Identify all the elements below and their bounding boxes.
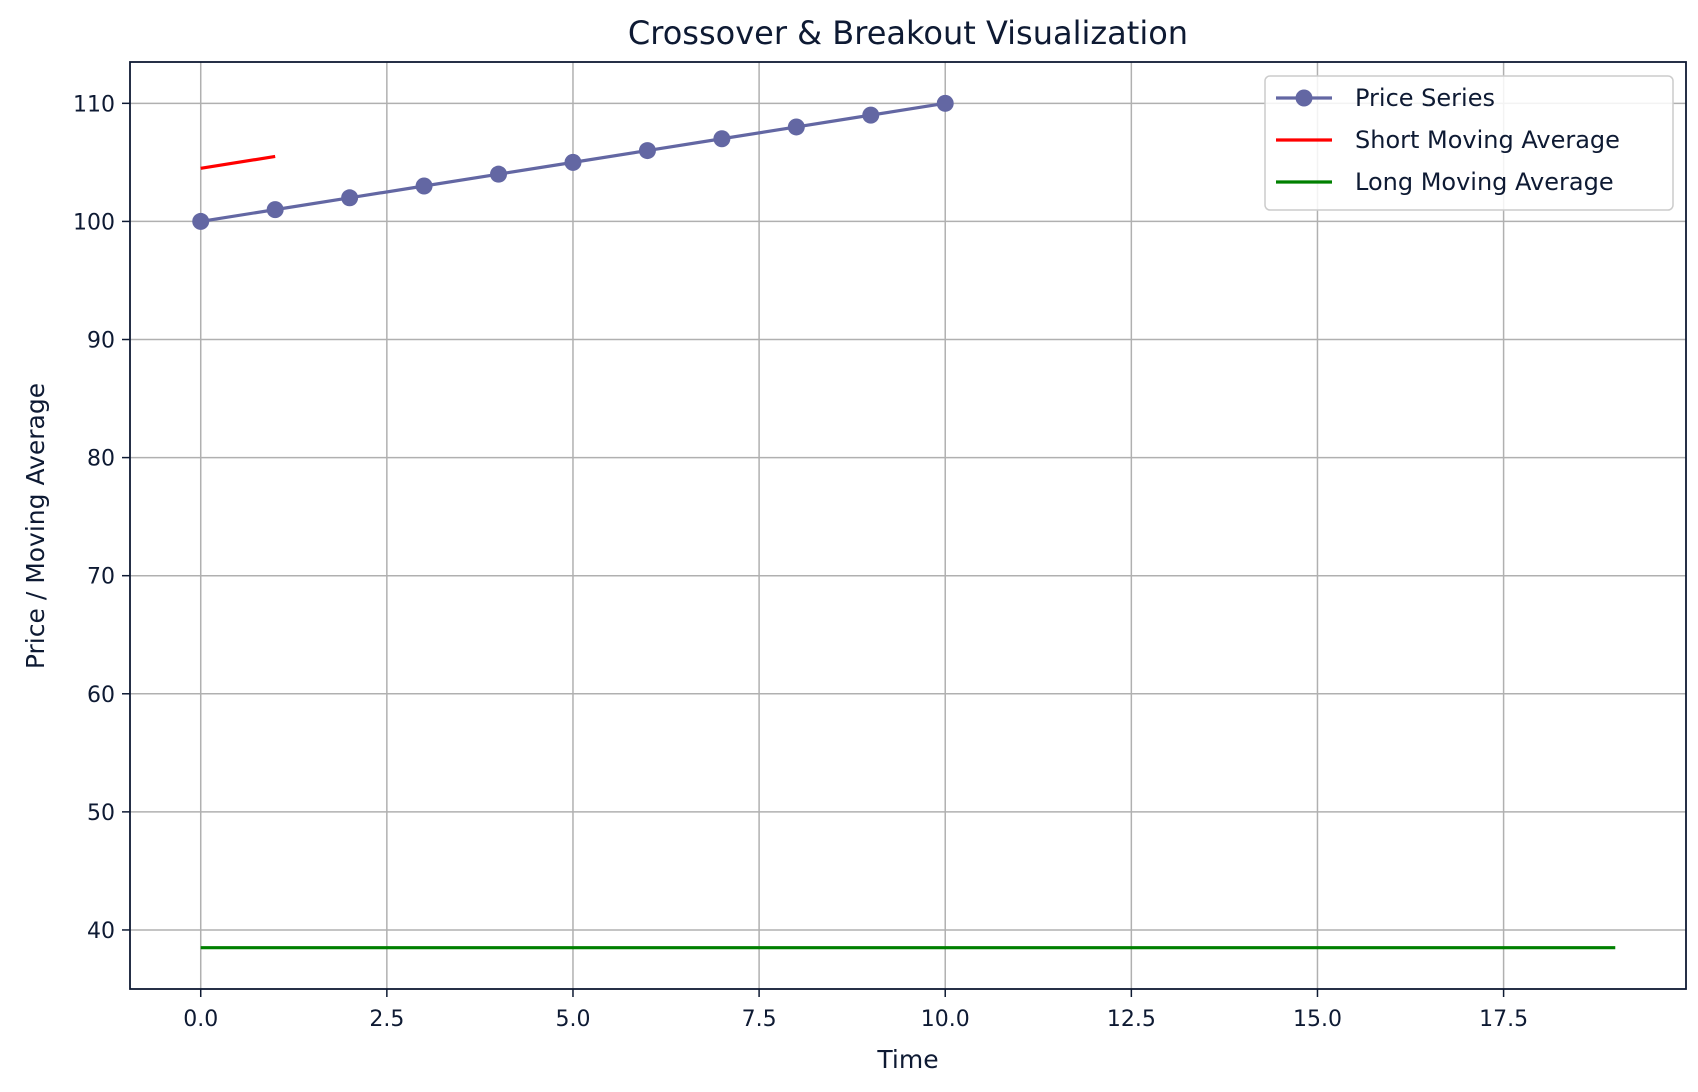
legend-label-price-series: Price Series: [1355, 84, 1495, 112]
legend-entry-price-series: Price Series: [1276, 84, 1495, 112]
legend-box: [1264, 75, 1674, 211]
price-series-point: [341, 189, 359, 207]
price-series-point: [638, 142, 656, 160]
price-series-point: [490, 165, 508, 183]
y-tick-label: 50: [87, 801, 115, 826]
price-series-point: [192, 212, 210, 230]
x-tick-label: 17.5: [1479, 1007, 1528, 1032]
price-series-point: [862, 106, 880, 124]
y-tick-label: 100: [73, 210, 115, 235]
x-tick-label: 7.5: [742, 1007, 777, 1032]
y-tick-label: 80: [87, 447, 115, 472]
x-axis-label: Time: [876, 1045, 938, 1074]
x-tick-label: 15.0: [1293, 1007, 1342, 1032]
axis-ticks: 0.0 2.5 5.0 7.5 10.0 12.5 15.0 17.5 40 50 60 70 80 90…: [73, 92, 1528, 1032]
series-price-series: [192, 94, 954, 230]
legend-label-short-moving-average: Short Moving Average: [1355, 126, 1620, 154]
y-tick-label: 90: [87, 329, 115, 354]
x-tick-label: 12.5: [1107, 1007, 1156, 1032]
x-tick-label: 10.0: [921, 1007, 970, 1032]
x-tick-label: 2.5: [369, 1007, 404, 1032]
plot-series: [192, 94, 1616, 950]
short-moving-average-line: [200, 154, 276, 170]
y-tick-label: 110: [73, 92, 115, 117]
price-series-point: [415, 177, 433, 195]
price-series-point: [564, 153, 582, 171]
chart-title: Crossover & Breakout Visualization: [628, 14, 1188, 52]
x-tick-label: 0.0: [183, 1007, 218, 1032]
y-tick-label: 60: [87, 683, 115, 708]
gridlines: [130, 62, 1686, 989]
x-tick-label: 5.0: [555, 1007, 590, 1032]
price-series-point: [787, 118, 805, 136]
legend-marker-price-series: [1295, 89, 1313, 107]
price-series-point: [266, 201, 284, 219]
y-axis-label: Price / Moving Average: [21, 383, 50, 669]
legend-entry-short-moving-average: Short Moving Average: [1276, 126, 1620, 154]
legend-entry-long-moving-average: Long Moving Average: [1276, 168, 1614, 196]
legend-label-long-moving-average: Long Moving Average: [1355, 168, 1614, 196]
price-series-point: [936, 94, 954, 112]
chart-legend: Price Series Short Moving Average Long Mov…: [1264, 75, 1674, 211]
series-short-moving-average: [200, 154, 276, 170]
plot-frame: [129, 61, 1687, 990]
y-tick-label: 70: [87, 565, 115, 590]
y-tick-label: 40: [87, 919, 115, 944]
price-series-point: [713, 130, 731, 148]
